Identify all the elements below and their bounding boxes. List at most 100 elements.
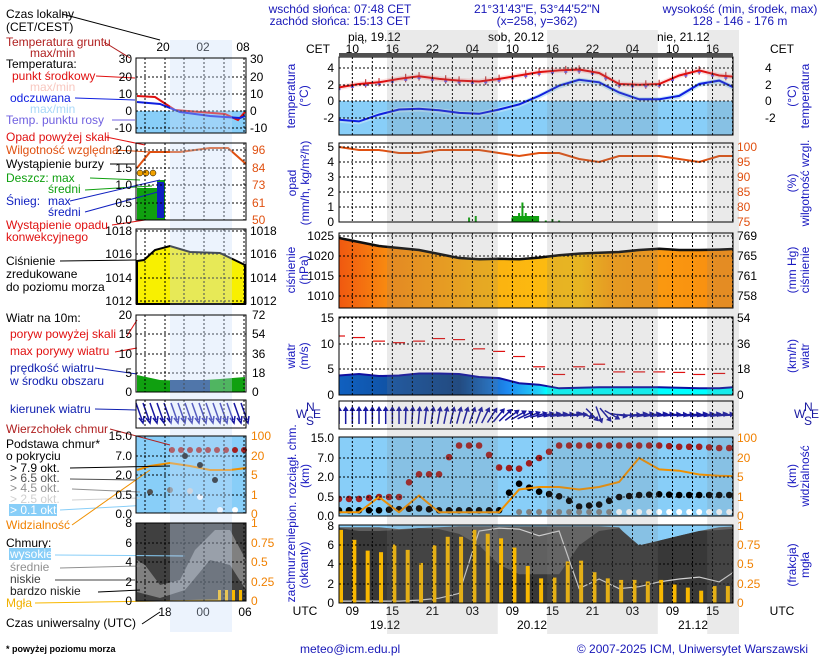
legend-pressure: Ciśnienie [6,254,56,268]
utc-label-right: UTC [770,604,795,618]
compass-n: N [306,400,315,414]
legend-octant-tick: 4 [125,555,132,569]
legend-temp-line [136,95,246,122]
cet-hour-label: 10 [346,42,360,56]
legend-wind-tick: 5 [125,366,132,380]
email-text[interactable]: meteo@icm.edu.pl [300,642,400,656]
legend-wind-arrow-icon [219,402,229,425]
cloud-top-dot [445,453,453,461]
legend-connector [69,478,136,481]
dew-point-marker [671,78,674,82]
cloud-base-light-dot [726,509,733,515]
temp-axis-title-right-line: temperatura [798,63,812,128]
wind-arrow-head [606,416,612,422]
cloud-top-dot [415,471,423,478]
legend-connector [71,488,141,493]
fog-bar [379,552,384,603]
legend-wind-kmh-tick: 0 [252,385,259,399]
chart-marks: 3020100-103020100-102.01.51.00.50.096847… [34,13,819,632]
utc-date-label: 20.12 [517,618,547,632]
legend-connector [114,347,138,353]
compass-w: W [794,407,806,421]
dew-point-marker [430,77,434,81]
legend-footnote: * powyżej poziomu morza [6,644,117,654]
cloud-top-dot [605,442,613,449]
legend-pressure-tick: 1012 [105,294,132,308]
legend-fog-tick: 0.75 [251,536,275,550]
cloud-tick: 7.0 [317,451,334,465]
wind-arrow-head [369,406,376,411]
legend-fog-bar [239,590,242,601]
legend-wind-arrow-icon [191,402,201,425]
cover-axis-title: zachmurzenie (oktanty) [284,527,311,602]
temp-tick: 0 [327,94,334,108]
cet-hour-label: 10 [506,42,520,56]
wind-arrow-shaft [543,413,559,418]
legend-cloud-base: Podstawa chmur* [6,437,100,451]
cloud-base-dot [565,497,573,505]
wind-arrow-shaft [443,408,448,424]
wind-arrow-shaft [517,411,532,420]
dew-point-marker [404,77,408,81]
cloud-base-gray-dot [586,509,593,515]
wind-arrow-head [484,406,491,413]
legend-time-top-label: 08 [236,40,250,54]
wind-arrow-shaft [599,407,611,421]
wind-arrow-head [450,406,457,412]
wind-arrow-shaft [504,410,518,421]
legend-panel-dir-border [135,399,247,429]
wind-arrow-icon [376,406,383,424]
legend-visibility-tick: 0 [251,507,258,521]
wind-arrow-icon [362,406,369,424]
wind-arrow-head [389,406,396,411]
cet-hour-label: 16 [386,42,400,56]
email-link[interactable]: meteo@icm.edu.pl [300,642,400,656]
wind-arrow-shaft [577,411,592,418]
humidity-tick: 90 [737,170,751,184]
day-label: nie, 21.12 [657,30,710,44]
legend-cloud-base-dot [147,489,153,495]
legend-wind-dir: kierunek wiatru [10,402,91,416]
wind-tick: 0 [327,388,334,402]
legend-octant-tick: 2 [125,575,132,589]
fog-tick: 0.5 [737,557,754,571]
wind-arrow-head [342,406,349,411]
legend-utc: Czas uniwersalny (UTC) [6,616,136,630]
legend-midpoint-mm: max/min [30,80,75,94]
cloud-base-dot [555,493,563,500]
wind-arrow-head [535,410,541,417]
wind-arrow-shaft [683,413,699,418]
pressure-tick: 1010 [307,289,334,303]
sunrise-text: wschód słońca: 07:48 CET [268,2,412,16]
night-band [707,30,739,634]
legend-wind-arrow-icon [226,402,236,425]
legend-cloud-base-dot [167,487,173,493]
legend-wind-tick: 15 [119,327,133,341]
wind-axis-title-right: (km/h) wiatr [785,339,812,373]
temp-axis-title-line: temperatura [284,63,298,128]
legend-wind-arrow-icon [184,402,194,425]
wind-arrow-icon [356,406,363,424]
wind-arrow-shaft [550,413,566,418]
legend-wind-arrow-icon [135,402,145,425]
temp-axis-title: temperatura (°C) [284,63,311,128]
precipitation-bar [544,220,547,222]
precip-axis-title-line: opad [285,170,299,197]
legend-visibility: Widzialność [6,518,70,532]
wind-arrow-icon [456,406,463,424]
fog-axis-title-line: mgła [798,552,812,578]
cloud-top-dot [385,493,393,501]
cloud-top-dot [705,444,713,451]
dew-point-marker [577,69,581,73]
wind-arrow-icon [486,407,498,423]
wind-kmh-tick: 54 [737,311,751,325]
precipitation-bar [558,220,561,222]
humidity-tick: 95 [737,155,751,169]
legend-wind-tick: 20 [119,308,133,322]
legend-okt45: > 4.5 okt. [10,481,60,495]
legend-cloud-tick: 0.0 [115,507,132,521]
legend-feels-like: odczuwana [10,91,71,105]
legend-panel-precip-border [135,142,247,221]
fog-bar [472,529,477,603]
